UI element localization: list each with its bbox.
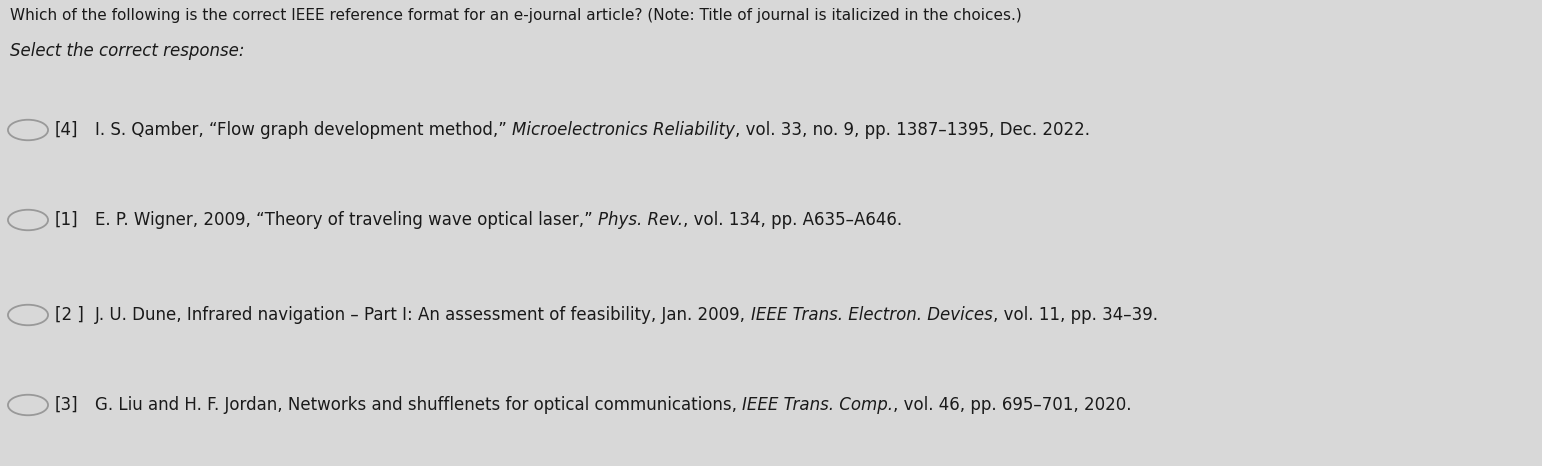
Text: [2 ]: [2 ] (56, 306, 83, 324)
Text: , vol. 134, pp. A635–A646.: , vol. 134, pp. A635–A646. (683, 211, 902, 229)
Text: , vol. 46, pp. 695–701, 2020.: , vol. 46, pp. 695–701, 2020. (893, 396, 1132, 414)
Text: , vol. 11, pp. 34–39.: , vol. 11, pp. 34–39. (993, 306, 1158, 324)
Text: Select the correct response:: Select the correct response: (9, 42, 245, 60)
Text: IEEE Trans. Electron. Devices: IEEE Trans. Electron. Devices (751, 306, 993, 324)
Text: I. S. Qamber, “Flow graph development method,”: I. S. Qamber, “Flow graph development me… (96, 121, 512, 139)
Text: Which of the following is the correct IEEE reference format for an e-journal art: Which of the following is the correct IE… (9, 8, 1022, 23)
Text: [3]: [3] (56, 396, 79, 414)
Text: IEEE Trans. Comp.: IEEE Trans. Comp. (742, 396, 893, 414)
Text: J. U. Dune, Infrared navigation – Part I: An assessment of feasibility, Jan. 200: J. U. Dune, Infrared navigation – Part I… (96, 306, 751, 324)
Text: Phys. Rev.: Phys. Rev. (598, 211, 683, 229)
Text: G. Liu and H. F. Jordan, Networks and shufflenets for optical communications,: G. Liu and H. F. Jordan, Networks and sh… (96, 396, 742, 414)
Text: [1]: [1] (56, 211, 79, 229)
Text: , vol. 33, no. 9, pp. 1387–1395, Dec. 2022.: , vol. 33, no. 9, pp. 1387–1395, Dec. 20… (736, 121, 1090, 139)
Text: Microelectronics Reliability: Microelectronics Reliability (512, 121, 736, 139)
Text: E. P. Wigner, 2009, “Theory of traveling wave optical laser,”: E. P. Wigner, 2009, “Theory of traveling… (96, 211, 598, 229)
Text: [4]: [4] (56, 121, 79, 139)
